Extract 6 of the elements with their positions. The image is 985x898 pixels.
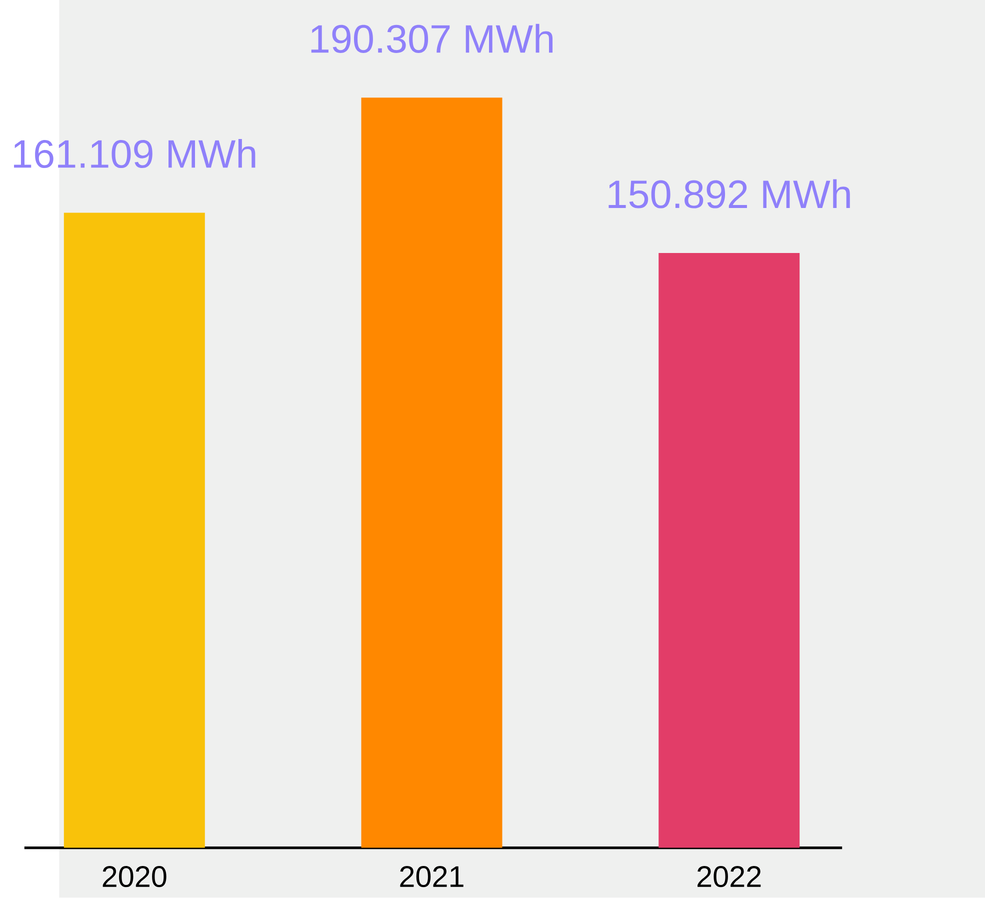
x-tick-label: 2022 [698, 866, 761, 888]
data-label: 150.892 MWh [608, 179, 850, 208]
x-tick-label: 2020 [102, 866, 166, 888]
data-label: 161.109 MWh [14, 138, 256, 168]
x-tick-label: 2021 [400, 866, 464, 888]
data-label: 190.307 MWh [311, 24, 553, 53]
